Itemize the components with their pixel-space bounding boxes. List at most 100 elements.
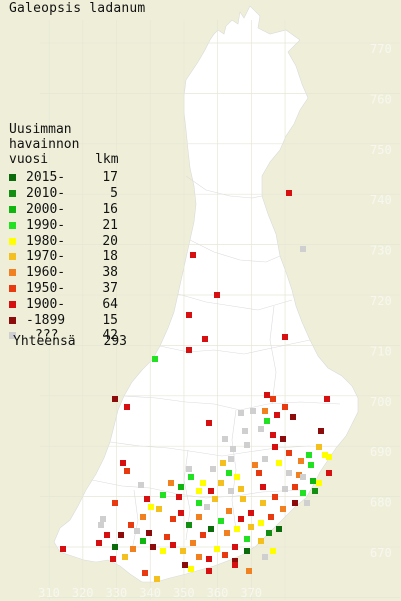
legend-heading-line: Uusimman <box>9 122 72 137</box>
legend-count: 21 <box>102 217 118 233</box>
observation-marker <box>160 548 166 554</box>
legend-row: 1950- 37 <box>9 281 118 297</box>
legend: 2015- 17 2010- 5 2000- 16 1990- 21 1980-… <box>9 170 118 344</box>
legend-count: 16 <box>102 201 118 217</box>
legend-swatch <box>9 190 16 198</box>
observation-marker <box>140 538 146 544</box>
observation-marker <box>186 347 192 353</box>
observation-marker <box>238 410 244 416</box>
observation-marker <box>276 460 282 466</box>
observation-marker <box>118 532 124 538</box>
observation-marker <box>186 522 192 528</box>
observation-marker <box>238 486 244 492</box>
legend-count: 20 <box>102 233 118 249</box>
legend-period: -1899 <box>26 312 66 328</box>
observation-marker <box>224 530 230 536</box>
observation-marker <box>268 514 274 520</box>
observation-marker <box>244 536 250 542</box>
observation-marker <box>270 432 276 438</box>
observation-marker <box>220 460 226 466</box>
coordinate-grid <box>40 20 400 600</box>
legend-period: 2010- <box>26 186 66 202</box>
observation-marker <box>196 500 202 506</box>
y-grid-label: 740 <box>370 193 392 207</box>
observation-marker <box>272 444 278 450</box>
observation-marker <box>300 246 306 252</box>
observation-marker <box>214 546 220 552</box>
observation-marker <box>170 542 176 548</box>
x-grid-label: 310 <box>38 586 60 600</box>
observation-marker <box>292 500 298 506</box>
legend-count: 42 <box>102 328 118 344</box>
observation-marker <box>260 500 266 506</box>
observation-marker <box>242 428 248 434</box>
legend-heading: Uusimman havainnon vuosi lkm <box>9 122 119 167</box>
observation-marker <box>316 480 322 486</box>
observation-marker <box>98 522 104 528</box>
legend-swatch <box>9 316 16 324</box>
legend-heading-line: havainnon <box>9 137 80 152</box>
legend-swatch <box>9 253 16 261</box>
observation-marker <box>238 516 244 522</box>
observation-marker <box>306 452 312 458</box>
legend-row: 2000- 16 <box>9 202 118 218</box>
observation-marker <box>226 508 232 514</box>
observation-marker <box>230 446 236 452</box>
observation-marker <box>120 460 126 466</box>
legend-period: 1970- <box>26 249 66 265</box>
legend-count: 15 <box>102 312 118 328</box>
observation-marker <box>60 546 66 552</box>
legend-row: 2010- 5 <box>9 186 118 202</box>
observation-marker <box>264 418 270 424</box>
observation-marker <box>218 480 224 486</box>
y-grid-label: 700 <box>370 395 392 409</box>
observation-marker <box>262 554 268 560</box>
observation-marker <box>256 470 262 476</box>
observation-marker <box>300 490 306 496</box>
observation-markers <box>60 190 332 582</box>
x-grid-label: 350 <box>173 586 195 600</box>
x-grid-label: 320 <box>72 586 94 600</box>
observation-marker <box>124 404 130 410</box>
legend-count: 18 <box>102 249 118 265</box>
observation-marker <box>292 484 298 490</box>
observation-marker <box>326 454 332 460</box>
observation-marker <box>142 570 148 576</box>
legend-row: 1960- 38 <box>9 265 118 281</box>
observation-marker <box>182 562 188 568</box>
observation-marker <box>188 474 194 480</box>
legend-swatch <box>9 237 16 245</box>
y-grid-label: 760 <box>370 92 392 106</box>
observation-marker <box>232 558 238 564</box>
observation-marker <box>250 408 256 414</box>
y-grid-label: 680 <box>370 496 392 510</box>
x-grid-label: 370 <box>240 586 262 600</box>
legend-swatch <box>9 284 16 292</box>
observation-marker <box>150 544 156 550</box>
observation-marker <box>324 396 330 402</box>
observation-marker <box>200 532 206 538</box>
observation-marker <box>258 426 264 432</box>
observation-marker <box>286 190 292 196</box>
observation-marker <box>258 520 264 526</box>
observation-marker <box>96 540 102 546</box>
legend-period: 1900- <box>26 296 66 312</box>
observation-marker <box>208 488 214 494</box>
legend-swatch <box>9 174 16 182</box>
observation-marker <box>188 566 194 572</box>
observation-marker <box>304 500 310 506</box>
observation-marker <box>104 532 110 538</box>
observation-marker <box>296 472 302 478</box>
observation-marker <box>276 526 282 532</box>
legend-swatch <box>9 221 16 229</box>
legend-period: ??? <box>35 328 59 344</box>
legend-period: 1980- <box>26 233 66 249</box>
observation-marker <box>110 556 116 562</box>
observation-marker <box>326 470 332 476</box>
observation-marker <box>164 534 170 540</box>
y-grid-label: 770 <box>370 42 392 56</box>
observation-marker <box>100 516 106 522</box>
y-grid-label: 720 <box>370 294 392 308</box>
observation-marker <box>282 486 288 492</box>
